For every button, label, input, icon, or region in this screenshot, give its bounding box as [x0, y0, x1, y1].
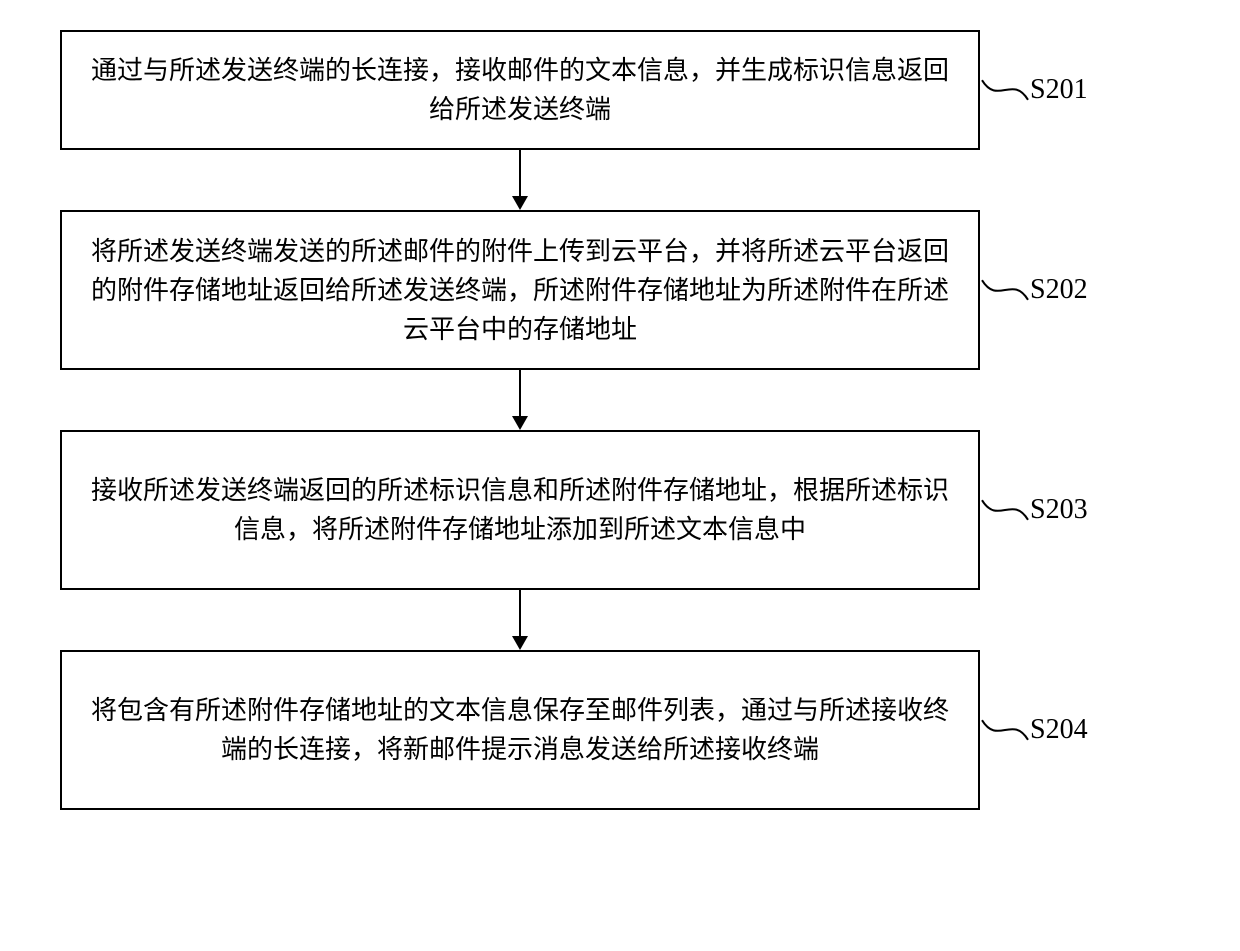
- arrow-down-icon: [60, 150, 980, 210]
- step-text: 将所述发送终端发送的所述邮件的附件上传到云平台，并将所述云平台返回的附件存储地址…: [62, 224, 978, 357]
- connector-s203-to-s204: [60, 590, 1180, 650]
- step-label-s204: S204: [1030, 714, 1088, 746]
- step-label-s202: S202: [1030, 274, 1088, 306]
- step-row-s203: 接收所述发送终端返回的所述标识信息和所述附件存储地址，根据所述标识信息，将所述附…: [60, 430, 1180, 590]
- connector-s201-to-s202: [60, 150, 1180, 210]
- label-connector-s201: [980, 76, 1030, 104]
- step-box-s202: 将所述发送终端发送的所述邮件的附件上传到云平台，并将所述云平台返回的附件存储地址…: [60, 210, 980, 370]
- label-connector-s203: [980, 496, 1030, 524]
- step-box-s203: 接收所述发送终端返回的所述标识信息和所述附件存储地址，根据所述标识信息，将所述附…: [60, 430, 980, 590]
- step-box-s204: 将包含有所述附件存储地址的文本信息保存至邮件列表，通过与所述接收终端的长连接，将…: [60, 650, 980, 810]
- step-text: 将包含有所述附件存储地址的文本信息保存至邮件列表，通过与所述接收终端的长连接，将…: [62, 683, 978, 777]
- connector-s202-to-s203: [60, 370, 1180, 430]
- step-label-s203: S203: [1030, 494, 1088, 526]
- step-box-s201: 通过与所述发送终端的长连接，接收邮件的文本信息，并生成标识信息返回给所述发送终端: [60, 30, 980, 150]
- step-row-s202: 将所述发送终端发送的所述邮件的附件上传到云平台，并将所述云平台返回的附件存储地址…: [60, 210, 1180, 370]
- flowchart-container: 通过与所述发送终端的长连接，接收邮件的文本信息，并生成标识信息返回给所述发送终端…: [60, 30, 1180, 810]
- arrow-down-icon: [60, 590, 980, 650]
- label-connector-s204: [980, 716, 1030, 744]
- step-row-s204: 将包含有所述附件存储地址的文本信息保存至邮件列表，通过与所述接收终端的长连接，将…: [60, 650, 1180, 810]
- arrow-down-icon: [60, 370, 980, 430]
- label-connector-s202: [980, 276, 1030, 304]
- step-label-s201: S201: [1030, 74, 1088, 106]
- step-text: 接收所述发送终端返回的所述标识信息和所述附件存储地址，根据所述标识信息，将所述附…: [62, 463, 978, 557]
- step-row-s201: 通过与所述发送终端的长连接，接收邮件的文本信息，并生成标识信息返回给所述发送终端…: [60, 30, 1180, 150]
- step-text: 通过与所述发送终端的长连接，接收邮件的文本信息，并生成标识信息返回给所述发送终端: [62, 43, 978, 137]
